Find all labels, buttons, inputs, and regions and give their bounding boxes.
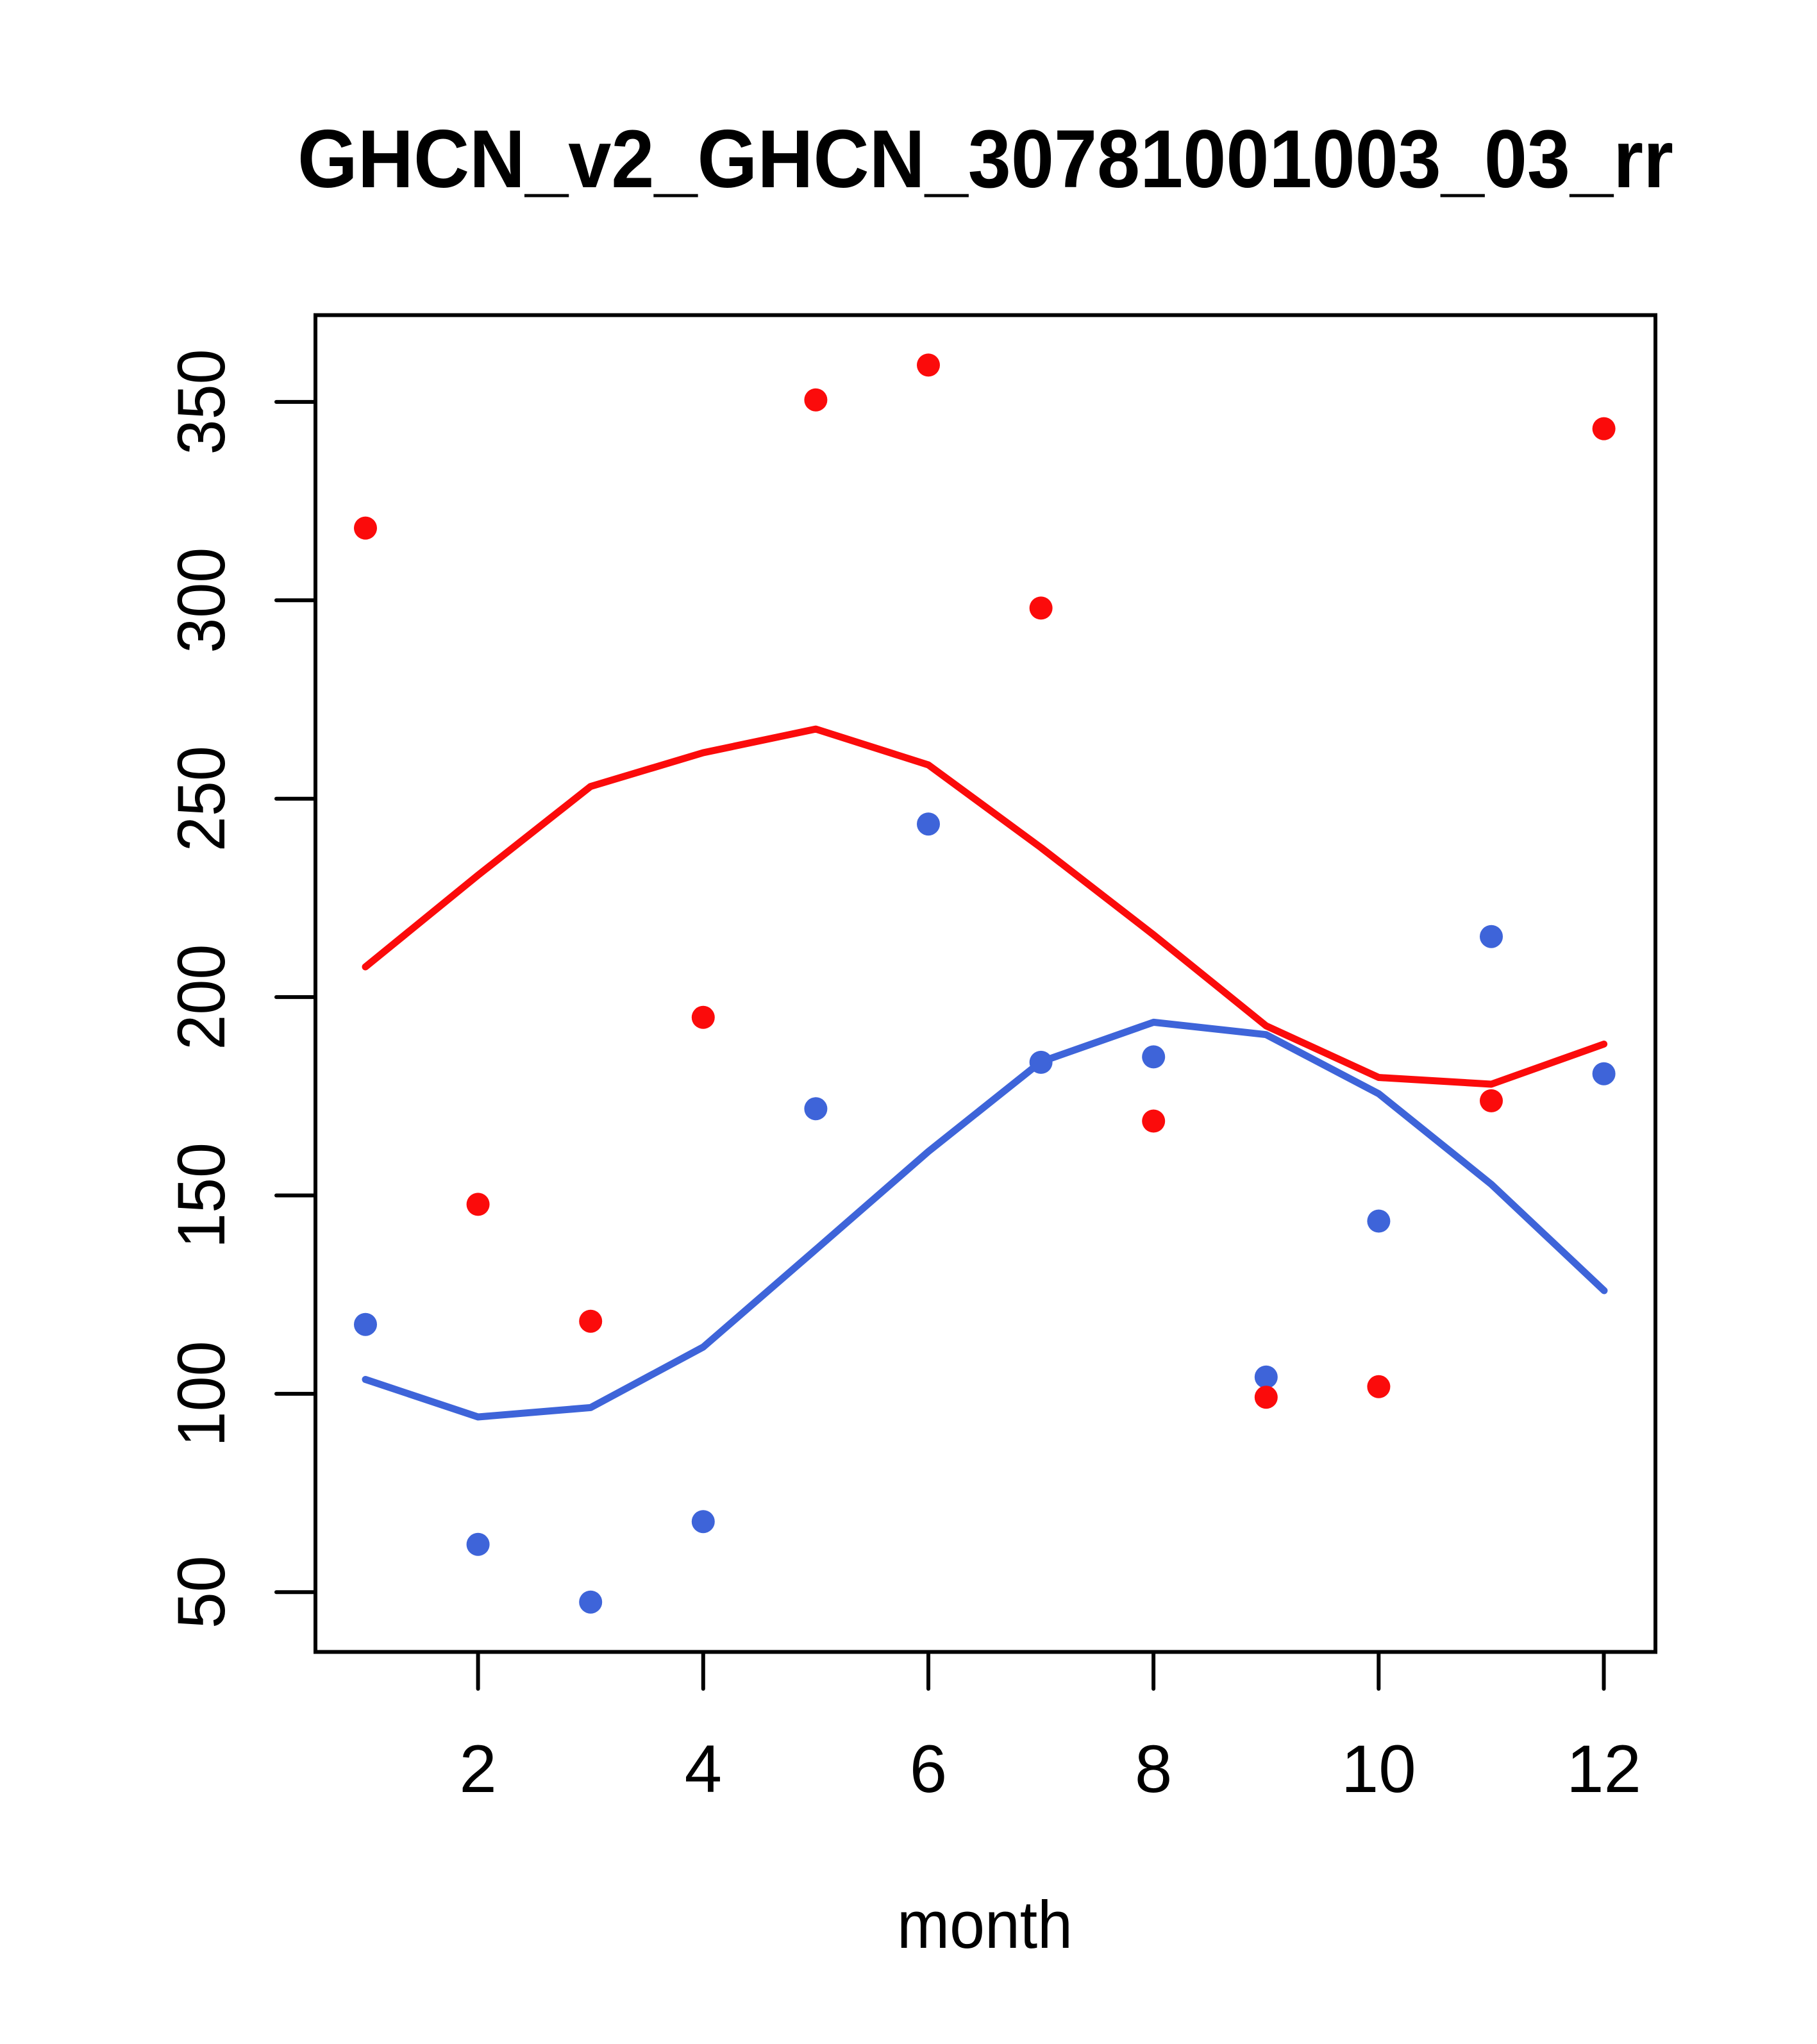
svg-text:100: 100 xyxy=(164,1341,239,1446)
svg-text:350: 350 xyxy=(164,349,239,455)
svg-text:2: 2 xyxy=(459,1732,496,1807)
svg-text:200: 200 xyxy=(164,944,239,1050)
svg-text:GHCN_v2_GHCN_30781001003_03_rr: GHCN_v2_GHCN_30781001003_03_rr xyxy=(297,113,1673,205)
svg-text:month: month xyxy=(897,1888,1073,1963)
svg-text:8: 8 xyxy=(1135,1732,1172,1807)
svg-text:300: 300 xyxy=(164,548,239,653)
svg-text:6: 6 xyxy=(910,1732,947,1807)
svg-text:12: 12 xyxy=(1566,1732,1641,1807)
svg-text:10: 10 xyxy=(1341,1732,1416,1807)
svg-text:250: 250 xyxy=(164,746,239,851)
svg-text:4: 4 xyxy=(685,1732,722,1807)
svg-text:150: 150 xyxy=(164,1143,239,1248)
svg-text:50: 50 xyxy=(164,1555,239,1629)
